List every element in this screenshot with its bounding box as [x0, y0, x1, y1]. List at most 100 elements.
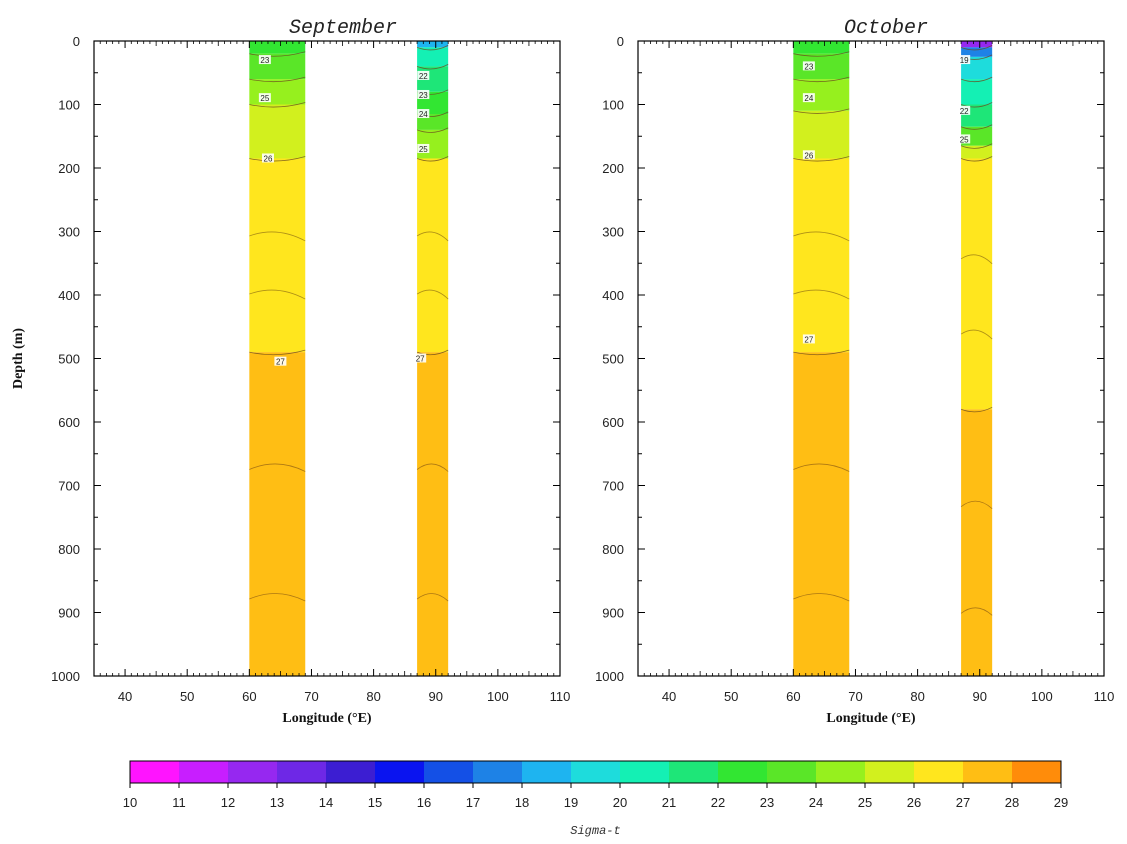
y-tick-label: 600 [602, 415, 624, 430]
colorbar-swatch [571, 761, 621, 783]
contour-line [960, 254, 993, 265]
contour-label-bg [958, 134, 971, 144]
contour-line [793, 463, 850, 472]
panel-title: October [844, 17, 928, 40]
contour-label: 26 [264, 154, 273, 163]
contour-line [793, 76, 850, 83]
contour-label-bg [802, 93, 815, 103]
colorbar-tick-label: 26 [907, 795, 921, 810]
colorbar-swatch [228, 761, 278, 783]
contour-label: 23 [419, 91, 428, 100]
colorbar-tick-label: 18 [515, 795, 529, 810]
panel-september: 2325262722232425270100200300400500600700… [11, 17, 570, 726]
contour-label-bg [261, 153, 274, 163]
contour-line [416, 231, 449, 242]
colorbar-swatch [767, 761, 817, 783]
contour-line [249, 102, 306, 108]
y-tick-label: 800 [602, 542, 624, 557]
colorbar: 10 11 12 13 14 15 16 17 18 19 20 21 22 23 24 25 26 27 28 29… [123, 760, 1068, 838]
density-layer [793, 158, 850, 353]
x-tick-label: 110 [550, 689, 571, 704]
contour-line [416, 463, 449, 472]
contour-line [960, 44, 993, 51]
colorbar-swatch [522, 761, 572, 783]
contour-label-bg [958, 105, 971, 115]
contour-line [793, 231, 850, 242]
density-layer [249, 158, 306, 353]
contour-line [793, 349, 850, 356]
contour-line [249, 593, 306, 602]
contour-line [793, 156, 850, 162]
colorbar-tick-label: 27 [956, 795, 970, 810]
density-layer [417, 47, 449, 67]
density-layer [793, 53, 850, 80]
contour-line [416, 44, 449, 51]
y-tick-label: 1000 [595, 669, 624, 684]
contour-line [249, 51, 306, 57]
colorbar-swatch [326, 761, 376, 783]
colorbar-tick-label: 22 [711, 795, 725, 810]
density-layer [249, 352, 306, 676]
contour-label-bg [417, 89, 430, 99]
colorbar-tick-label: 23 [760, 795, 774, 810]
density-layer [249, 53, 306, 80]
y-axis: 0 100 200 300 400 500 600 700 800 900 1000 [51, 34, 560, 684]
y-tick-label: 700 [58, 479, 80, 494]
colorbar-frame [129, 760, 1062, 784]
contour-label: 26 [804, 151, 813, 160]
colorbar-tick-label: 13 [270, 795, 284, 810]
contour-line [960, 76, 993, 83]
panels: 2325262722232425270100200300400500600700… [11, 17, 1114, 726]
contour-label: 23 [260, 56, 269, 65]
colorbar-tick-label: 28 [1005, 795, 1019, 810]
contour-label-bg [802, 334, 815, 344]
contour-line [960, 406, 993, 413]
colorbar-tick-label: 25 [858, 795, 872, 810]
contour-line [960, 124, 993, 130]
contour-label-bg [417, 109, 430, 119]
contour-label: 25 [260, 94, 269, 103]
contour-label: 25 [960, 135, 969, 144]
plot-area [94, 41, 560, 676]
y-tick-label: 100 [58, 98, 80, 113]
contour-line [960, 329, 993, 340]
colorbar-title: Sigma-t [570, 824, 620, 838]
contour-label: 27 [804, 335, 813, 344]
contour-line [960, 143, 993, 149]
contour-line [249, 76, 306, 83]
x-tick-label: 50 [724, 689, 738, 704]
contour-line [249, 463, 306, 472]
y-axis: 0 100 200 300 400 500 600 700 800 900 1000 [595, 34, 1104, 684]
density-layer [793, 110, 850, 159]
contour-label-bg [417, 70, 430, 80]
contour-label: 24 [804, 94, 813, 103]
contour-line [416, 127, 449, 133]
y-tick-label: 500 [602, 352, 624, 367]
x-axis-title: Longitude (°E) [826, 711, 916, 726]
y-tick-label: 700 [602, 479, 624, 494]
y-tick-label: 200 [58, 161, 80, 176]
colorbar-swatch [130, 761, 180, 783]
density-layer [249, 79, 306, 105]
contour-label: 24 [419, 110, 428, 119]
x-axis: 40 50 60 70 80 90 100 110 [93, 41, 571, 704]
density-layer [961, 41, 993, 48]
contour-label: 19 [960, 56, 969, 65]
y-tick-label: 900 [602, 606, 624, 621]
colorbar-tick-label: 24 [809, 795, 823, 810]
contour-line [960, 156, 993, 162]
colorbar-tick-label: 12 [221, 795, 235, 810]
colorbar-tick-label: 10 [123, 795, 137, 810]
colorbar-swatch [865, 761, 915, 783]
x-tick-label: 70 [848, 689, 862, 704]
x-tick-label: 60 [786, 689, 800, 704]
contour-line [793, 51, 850, 57]
x-tick-label: 90 [428, 689, 442, 704]
colorbar-swatch [375, 761, 425, 783]
y-tick-label: 300 [602, 225, 624, 240]
density-layer [417, 158, 449, 353]
colorbar-swatch [473, 761, 523, 783]
colorbar-swatch [179, 761, 229, 783]
colorbar-tick-label: 29 [1054, 795, 1068, 810]
contour-label-bg [258, 93, 271, 103]
